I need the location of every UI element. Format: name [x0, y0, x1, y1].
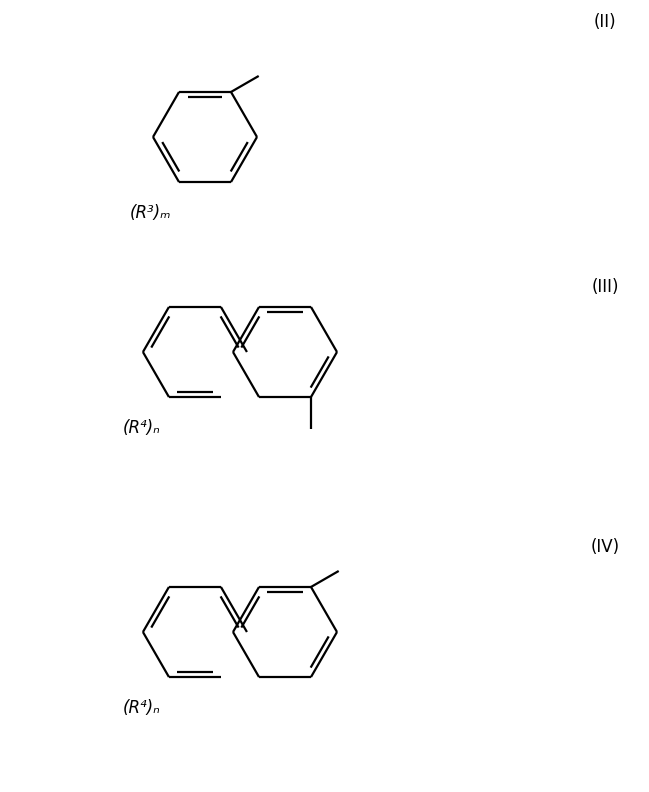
- Text: (R⁴)ₙ: (R⁴)ₙ: [123, 699, 161, 717]
- Text: (III): (III): [591, 278, 618, 296]
- Text: (R³)ₘ: (R³)ₘ: [130, 204, 171, 222]
- Text: (IV): (IV): [591, 538, 620, 556]
- Text: (R⁴)ₙ: (R⁴)ₙ: [123, 419, 161, 437]
- Text: (II): (II): [594, 13, 617, 31]
